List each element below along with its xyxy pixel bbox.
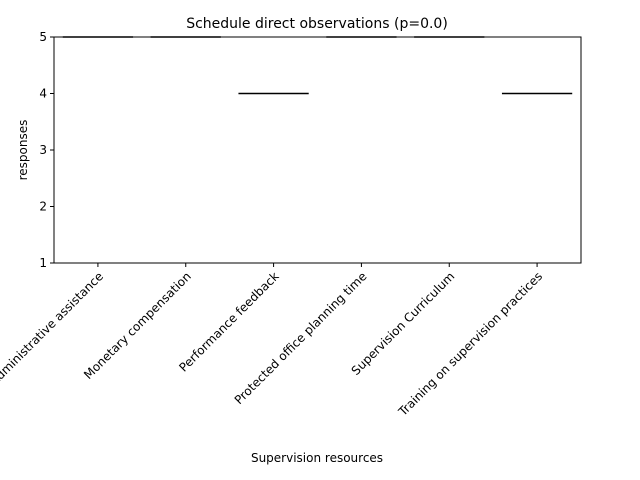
y-tick-label-0: 1 (39, 256, 47, 270)
chart-title: Schedule direct observations (p=0.0) (186, 16, 448, 32)
y-tick-label-1: 2 (39, 200, 47, 214)
y-axis: 1 2 3 4 5 (39, 30, 54, 270)
y-tick-label-4: 5 (39, 30, 47, 44)
x-axis-label: Supervision resources (251, 451, 383, 465)
x-tick-label-4: Supervision Curriculum (349, 269, 458, 378)
plot-marks (62, 36, 573, 95)
plot-frame (53, 36, 582, 264)
x-tick-label-5: Training on supervision practices (395, 269, 545, 419)
y-tick-label-2: 3 (39, 143, 47, 157)
x-tick-label-2: Performance feedback (176, 269, 281, 374)
y-tick-label-3: 4 (39, 87, 47, 101)
y-axis-label: responses (16, 120, 30, 181)
